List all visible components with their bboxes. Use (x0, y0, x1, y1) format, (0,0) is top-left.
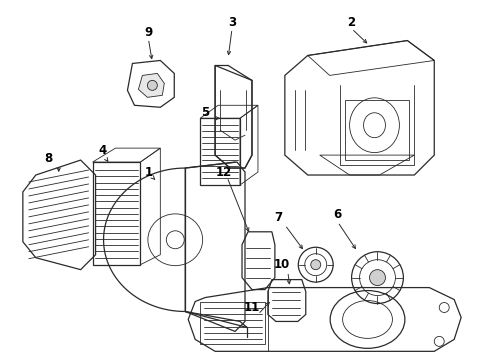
Text: 8: 8 (45, 152, 53, 165)
Text: 6: 6 (334, 208, 342, 221)
Text: 11: 11 (244, 301, 260, 314)
Text: 4: 4 (98, 144, 107, 157)
Ellipse shape (147, 80, 157, 90)
Polygon shape (138, 73, 164, 97)
Ellipse shape (369, 270, 386, 285)
Text: 9: 9 (144, 26, 152, 39)
Text: 1: 1 (145, 166, 152, 179)
Text: 10: 10 (274, 258, 290, 271)
Text: 12: 12 (216, 166, 232, 179)
Text: 3: 3 (228, 16, 236, 29)
Text: 2: 2 (347, 16, 356, 29)
Text: 7: 7 (274, 211, 282, 224)
Text: 5: 5 (201, 106, 209, 119)
Ellipse shape (311, 260, 321, 270)
